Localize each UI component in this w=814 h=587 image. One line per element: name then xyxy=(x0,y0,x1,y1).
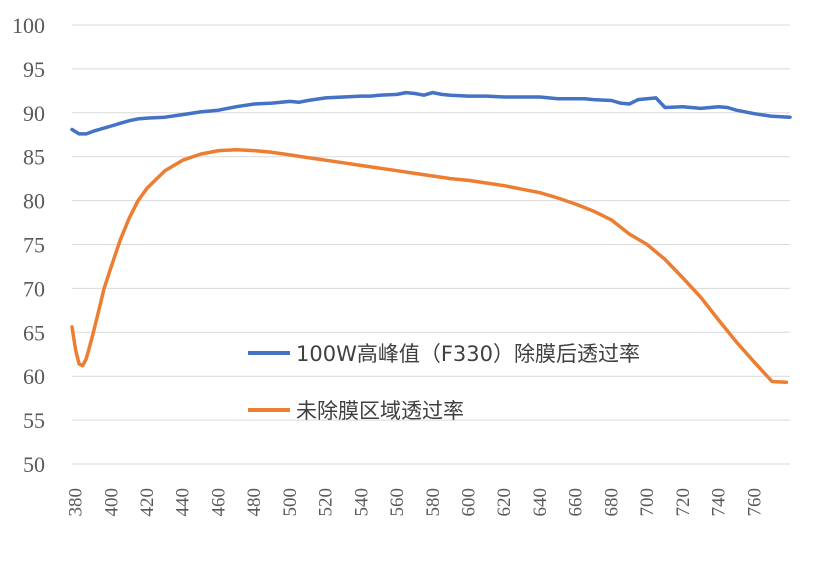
y-tick-label-95: 95 xyxy=(23,57,45,82)
y-tick-label-60: 60 xyxy=(23,364,45,389)
x-tick-label-440: 440 xyxy=(173,488,194,517)
y-tick-label-85: 85 xyxy=(23,145,45,170)
x-tick-label-600: 600 xyxy=(459,488,480,517)
x-tick-label-580: 580 xyxy=(423,488,444,517)
series-line-2 xyxy=(70,147,789,385)
x-tick-label-500: 500 xyxy=(280,488,301,517)
y-tick-label-55: 55 xyxy=(23,408,45,433)
legend: 100W高峰值（F330）除膜后透过率 未除膜区域透过率 xyxy=(248,342,640,423)
x-tick-label-620: 620 xyxy=(494,488,515,516)
x-tick-label-540: 540 xyxy=(351,488,372,517)
x-tick-label-700: 700 xyxy=(637,488,658,517)
gridlines xyxy=(72,24,790,465)
x-tick-label-420: 420 xyxy=(137,488,158,517)
x-tick-label-740: 740 xyxy=(709,488,730,517)
series-line-1 xyxy=(70,90,792,136)
x-tick-label-640: 640 xyxy=(530,488,551,517)
x-tick-label-660: 660 xyxy=(566,488,587,517)
x-tick-label-400: 400 xyxy=(101,488,122,517)
series-lines xyxy=(70,90,792,385)
x-tick-label-680: 680 xyxy=(601,488,622,517)
legend-label-series-2: 未除膜区域透过率 xyxy=(296,399,464,423)
y-tick-label-80: 80 xyxy=(23,189,45,214)
x-tick-label-760: 760 xyxy=(744,488,765,517)
x-tick-label-520: 520 xyxy=(316,488,337,517)
x-tick-label-480: 480 xyxy=(244,488,265,517)
y-tick-label-100: 100 xyxy=(12,13,45,38)
x-tick-label-720: 720 xyxy=(673,488,694,517)
x-tick-label-460: 460 xyxy=(208,488,229,517)
y-tick-label-90: 90 xyxy=(23,101,45,126)
y-tick-label-75: 75 xyxy=(23,233,45,258)
y-tick-label-70: 70 xyxy=(23,276,45,301)
x-tick-label-380: 380 xyxy=(66,488,87,517)
y-tick-label-65: 65 xyxy=(23,320,45,345)
x-tick-label-560: 560 xyxy=(387,488,408,517)
y-tick-label-50: 50 xyxy=(23,452,45,477)
y-axis-tick-labels: 50 55 60 65 70 75 80 85 90 95 100 xyxy=(12,13,45,477)
legend-label-series-1: 100W高峰值（F330）除膜后透过率 xyxy=(296,342,640,366)
x-axis-tick-labels: 380 400 420 440 460 480 500 520 540 560 580 600 620 6… xyxy=(66,488,766,517)
